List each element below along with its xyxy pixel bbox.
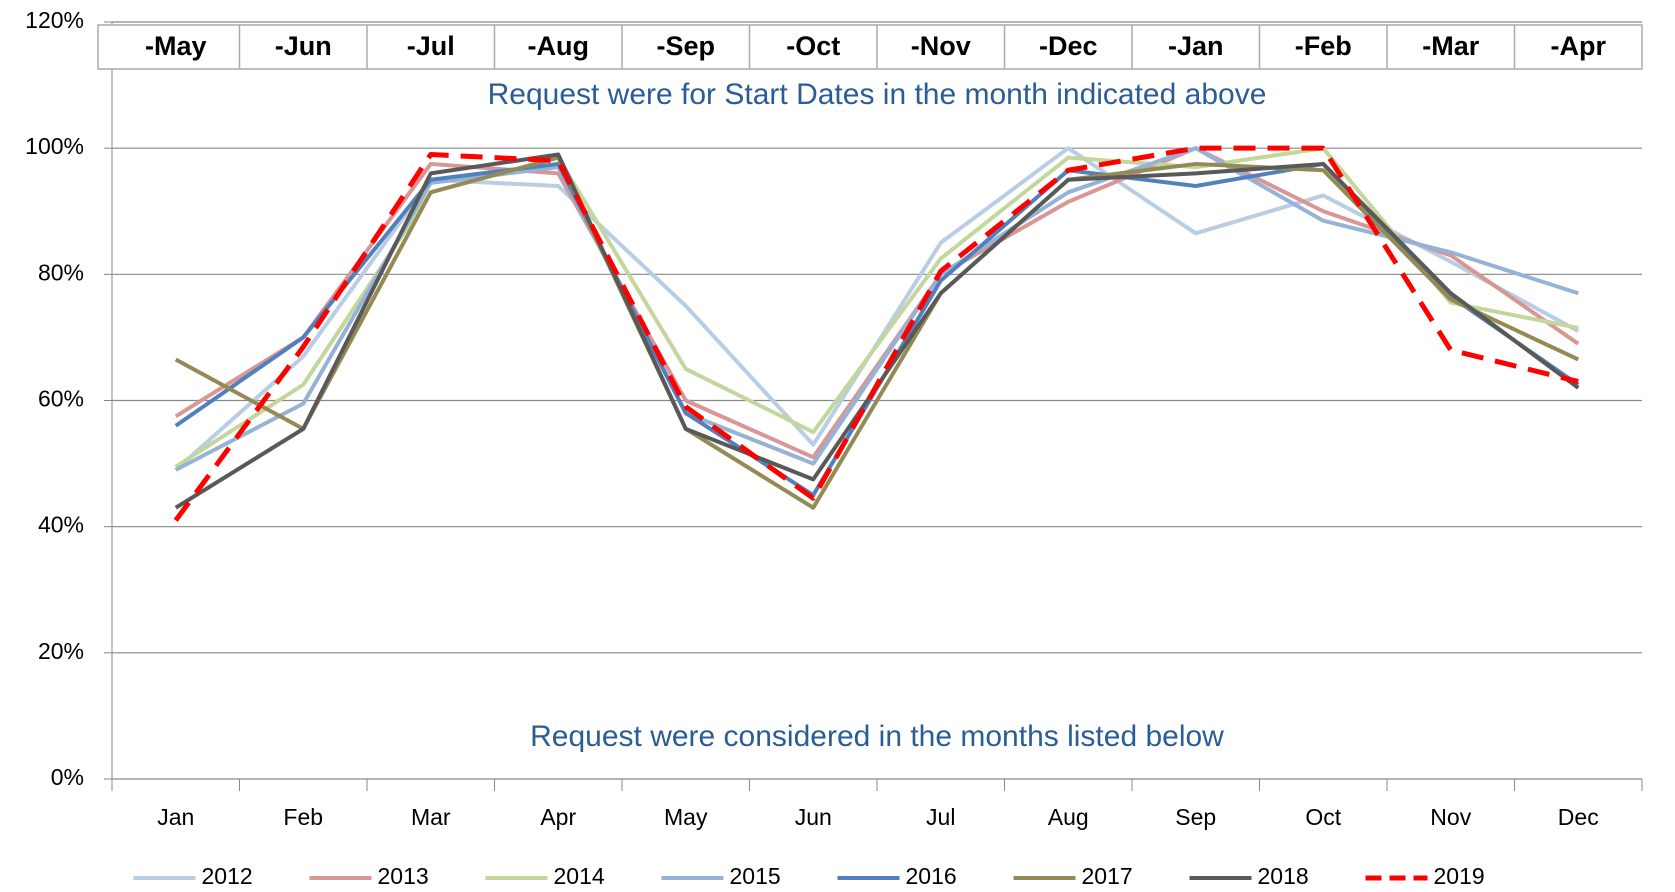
line-series (173, 145, 1579, 522)
header-label: -Apr (1551, 31, 1607, 61)
header-label: -Feb (1295, 31, 1352, 61)
header-label: -Mar (1422, 31, 1479, 61)
legend-label: 2012 (202, 863, 253, 889)
x-tick-label: Jun (795, 804, 832, 830)
y-tick-label: 40% (38, 512, 84, 538)
line-series (174, 146, 1579, 472)
annotation: Request were considered in the months li… (530, 720, 1224, 753)
header-label: -Nov (911, 31, 971, 61)
x-tick-label: May (664, 804, 708, 830)
y-tick-label: 60% (38, 386, 84, 412)
legend-label: 2018 (1258, 863, 1309, 889)
x-tick-label: Aug (1048, 804, 1089, 830)
header-label: -Jan (1168, 31, 1224, 61)
x-tick-label: Jan (157, 804, 194, 830)
y-tick-label: 80% (38, 259, 84, 285)
x-tick-label: Feb (283, 804, 323, 830)
line-series (174, 155, 1580, 510)
header-label: -Jun (275, 31, 332, 61)
legend-label: 2019 (1434, 863, 1485, 889)
line-series (174, 146, 1580, 472)
y-tick-label: 120% (25, 7, 84, 33)
header-label: -Aug (528, 31, 589, 61)
x-tick-label: Apr (540, 804, 576, 830)
x-tick-label: Jul (926, 804, 955, 830)
header-label: -May (145, 31, 207, 61)
line-series (174, 146, 1579, 469)
header-label: -Oct (786, 31, 840, 61)
x-tick-label: Dec (1558, 804, 1599, 830)
legend-label: 2015 (730, 863, 781, 889)
line-series (174, 152, 1580, 510)
y-tick-label: 0% (51, 764, 84, 790)
legend-label: 2013 (378, 863, 429, 889)
legend-label: 2016 (906, 863, 957, 889)
header-box (97, 24, 1643, 70)
header-label: -Dec (1039, 31, 1098, 61)
legend-label: 2014 (554, 863, 605, 889)
line-series (174, 146, 1580, 460)
y-tick-label: 100% (25, 133, 84, 159)
legend-label: 2017 (1082, 863, 1133, 889)
y-tick-label: 20% (38, 638, 84, 664)
x-tick-label: Sep (1175, 804, 1216, 830)
x-tick-label: Nov (1430, 804, 1471, 830)
header-label: -Jul (407, 31, 455, 61)
x-tick-label: Mar (411, 804, 451, 830)
x-tick-label: Oct (1305, 804, 1341, 830)
annotation: Request were for Start Dates in the mont… (488, 78, 1267, 111)
header-label: -Sep (656, 31, 715, 61)
